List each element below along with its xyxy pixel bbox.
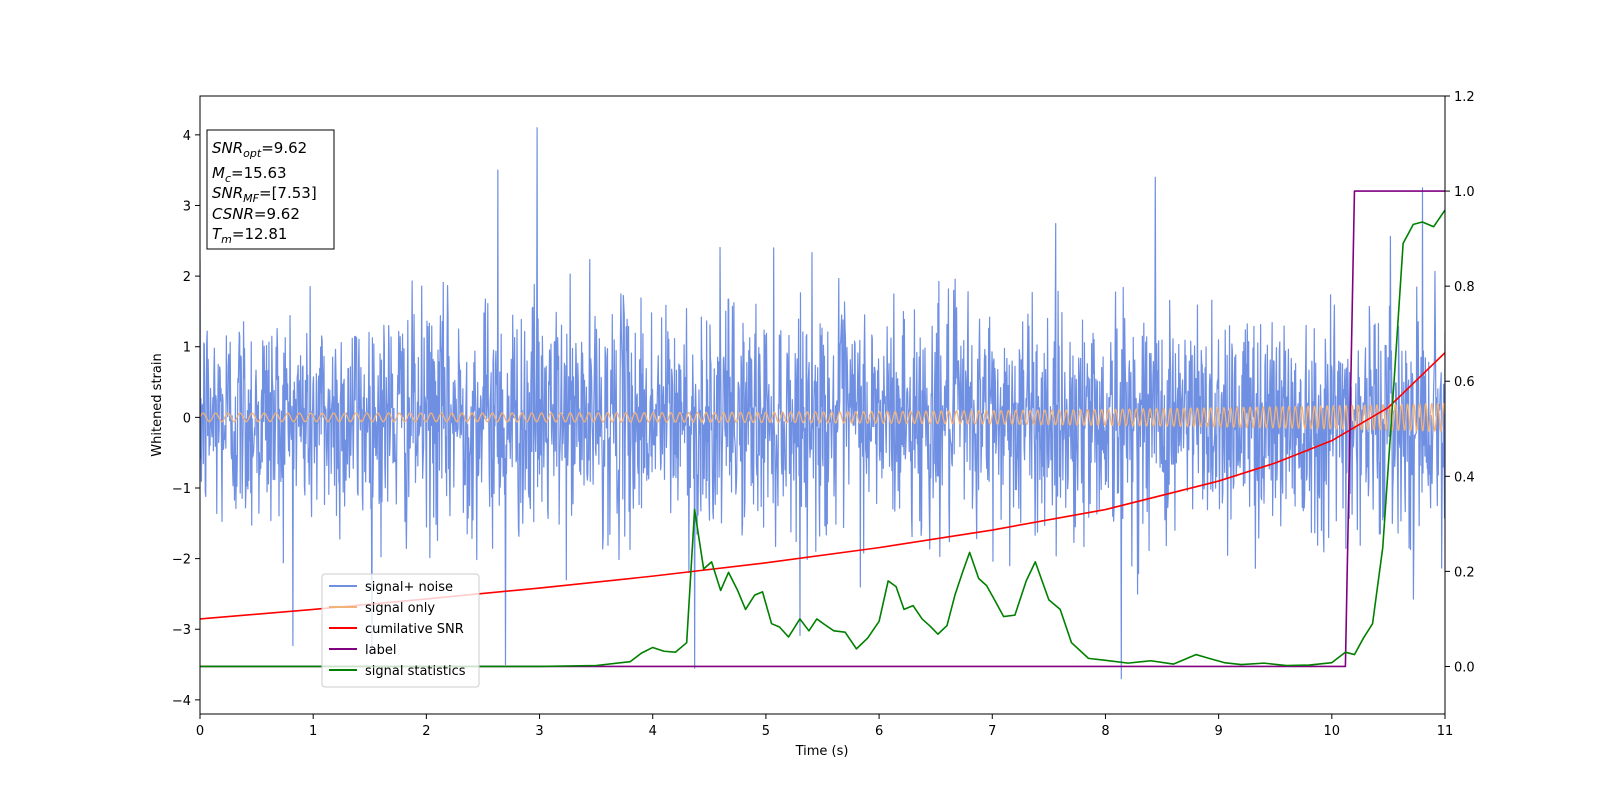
x-tick-label: 10 bbox=[1324, 724, 1341, 739]
annotation-line: CSNR=9.62 bbox=[212, 205, 300, 223]
x-tick-label: 6 bbox=[875, 724, 883, 739]
annotation-value: =9.62 bbox=[254, 205, 300, 223]
y-left-tick-label: −3 bbox=[172, 623, 191, 638]
series-line-signal-noise bbox=[200, 127, 1445, 680]
y-left-tick-label: 0 bbox=[183, 411, 191, 426]
y-right-tick-label: 0.6 bbox=[1454, 375, 1475, 390]
legend: signal+ noise signal only cumilative SNR la… bbox=[321, 573, 480, 688]
annotation-symbol: T bbox=[212, 225, 223, 243]
annotation-line: SNRMF=[7.53] bbox=[212, 184, 317, 205]
y-right-tick-label: 0.0 bbox=[1454, 660, 1475, 675]
y-right-tick-label: 0.4 bbox=[1454, 470, 1475, 485]
x-axis: 0 1 2 3 4 5 6 7 8 9 10 11 bbox=[196, 714, 1453, 739]
y-right-tick-label: 0.2 bbox=[1454, 565, 1475, 580]
annotation-value: =9.62 bbox=[261, 139, 307, 157]
annotation-line: Tm=12.81 bbox=[212, 225, 287, 246]
y-axis-left: −4 −3 −2 −1 0 1 2 3 4 bbox=[172, 129, 200, 709]
x-tick-label: 2 bbox=[422, 724, 430, 739]
annotation-symbol: SNR bbox=[212, 184, 243, 202]
x-tick-label: 11 bbox=[1437, 724, 1454, 739]
legend-label: signal statistics bbox=[365, 664, 466, 679]
annotation-subscript: opt bbox=[243, 147, 262, 160]
y-right-tick-label: 1.2 bbox=[1454, 90, 1475, 105]
annotation-subscript: MF bbox=[243, 192, 259, 205]
y-left-tick-label: 1 bbox=[183, 341, 191, 356]
y-left-tick-label: −4 bbox=[172, 694, 191, 709]
y-right-tick-label: 0.8 bbox=[1454, 280, 1475, 295]
annotation-value: =12.81 bbox=[232, 225, 288, 243]
y-left-tick-label: 2 bbox=[183, 270, 191, 285]
annotation-symbol: SNR bbox=[212, 139, 243, 157]
x-tick-label: 4 bbox=[649, 724, 657, 739]
y-left-tick-label: −2 bbox=[172, 553, 191, 568]
annotation-subscript: m bbox=[221, 233, 232, 246]
series-line-signal-only bbox=[200, 402, 1445, 433]
annotation-symbol: M bbox=[212, 164, 225, 182]
x-tick-label: 8 bbox=[1101, 724, 1109, 739]
legend-label: signal only bbox=[365, 601, 435, 616]
x-tick-label: 9 bbox=[1214, 724, 1222, 739]
x-tick-label: 0 bbox=[196, 724, 204, 739]
series-line-signal-statistics bbox=[200, 209, 1445, 668]
annotation-symbol: CSNR bbox=[212, 205, 254, 223]
x-tick-label: 7 bbox=[988, 724, 996, 739]
y-left-tick-label: −1 bbox=[172, 482, 191, 497]
series-line-label bbox=[200, 190, 1445, 668]
x-axis-title: Time (s) bbox=[795, 744, 849, 759]
x-tick-label: 3 bbox=[535, 724, 543, 739]
legend-frame bbox=[321, 573, 480, 688]
x-tick-label: 1 bbox=[309, 724, 317, 739]
y-left-tick-label: 4 bbox=[183, 129, 191, 144]
y-axis-title: Whitened strain bbox=[150, 353, 165, 456]
legend-label: signal+ noise bbox=[365, 580, 453, 595]
annotation-value: =[7.53] bbox=[259, 184, 317, 202]
y-left-tick-label: 3 bbox=[183, 199, 191, 214]
plot-frame bbox=[199, 95, 1446, 715]
y-axis-right: 0.0 0.2 0.4 0.6 0.8 1.0 1.2 bbox=[1445, 90, 1475, 675]
annotation-value: =15.63 bbox=[231, 164, 287, 182]
y-right-tick-label: 1.0 bbox=[1454, 185, 1475, 200]
x-tick-label: 5 bbox=[762, 724, 770, 739]
annotation-line: SNRopt=9.62 bbox=[212, 139, 307, 160]
legend-label: cumilative SNR bbox=[365, 622, 464, 637]
annotation-line: Mc=15.63 bbox=[212, 164, 287, 185]
legend-label: label bbox=[365, 643, 396, 658]
annotation-frame bbox=[206, 129, 335, 250]
annotation-subscript: c bbox=[225, 172, 231, 185]
annotation-box: SNRopt=9.62Mc=15.63SNRMF=[7.53]CSNR=9.62… bbox=[206, 129, 335, 250]
